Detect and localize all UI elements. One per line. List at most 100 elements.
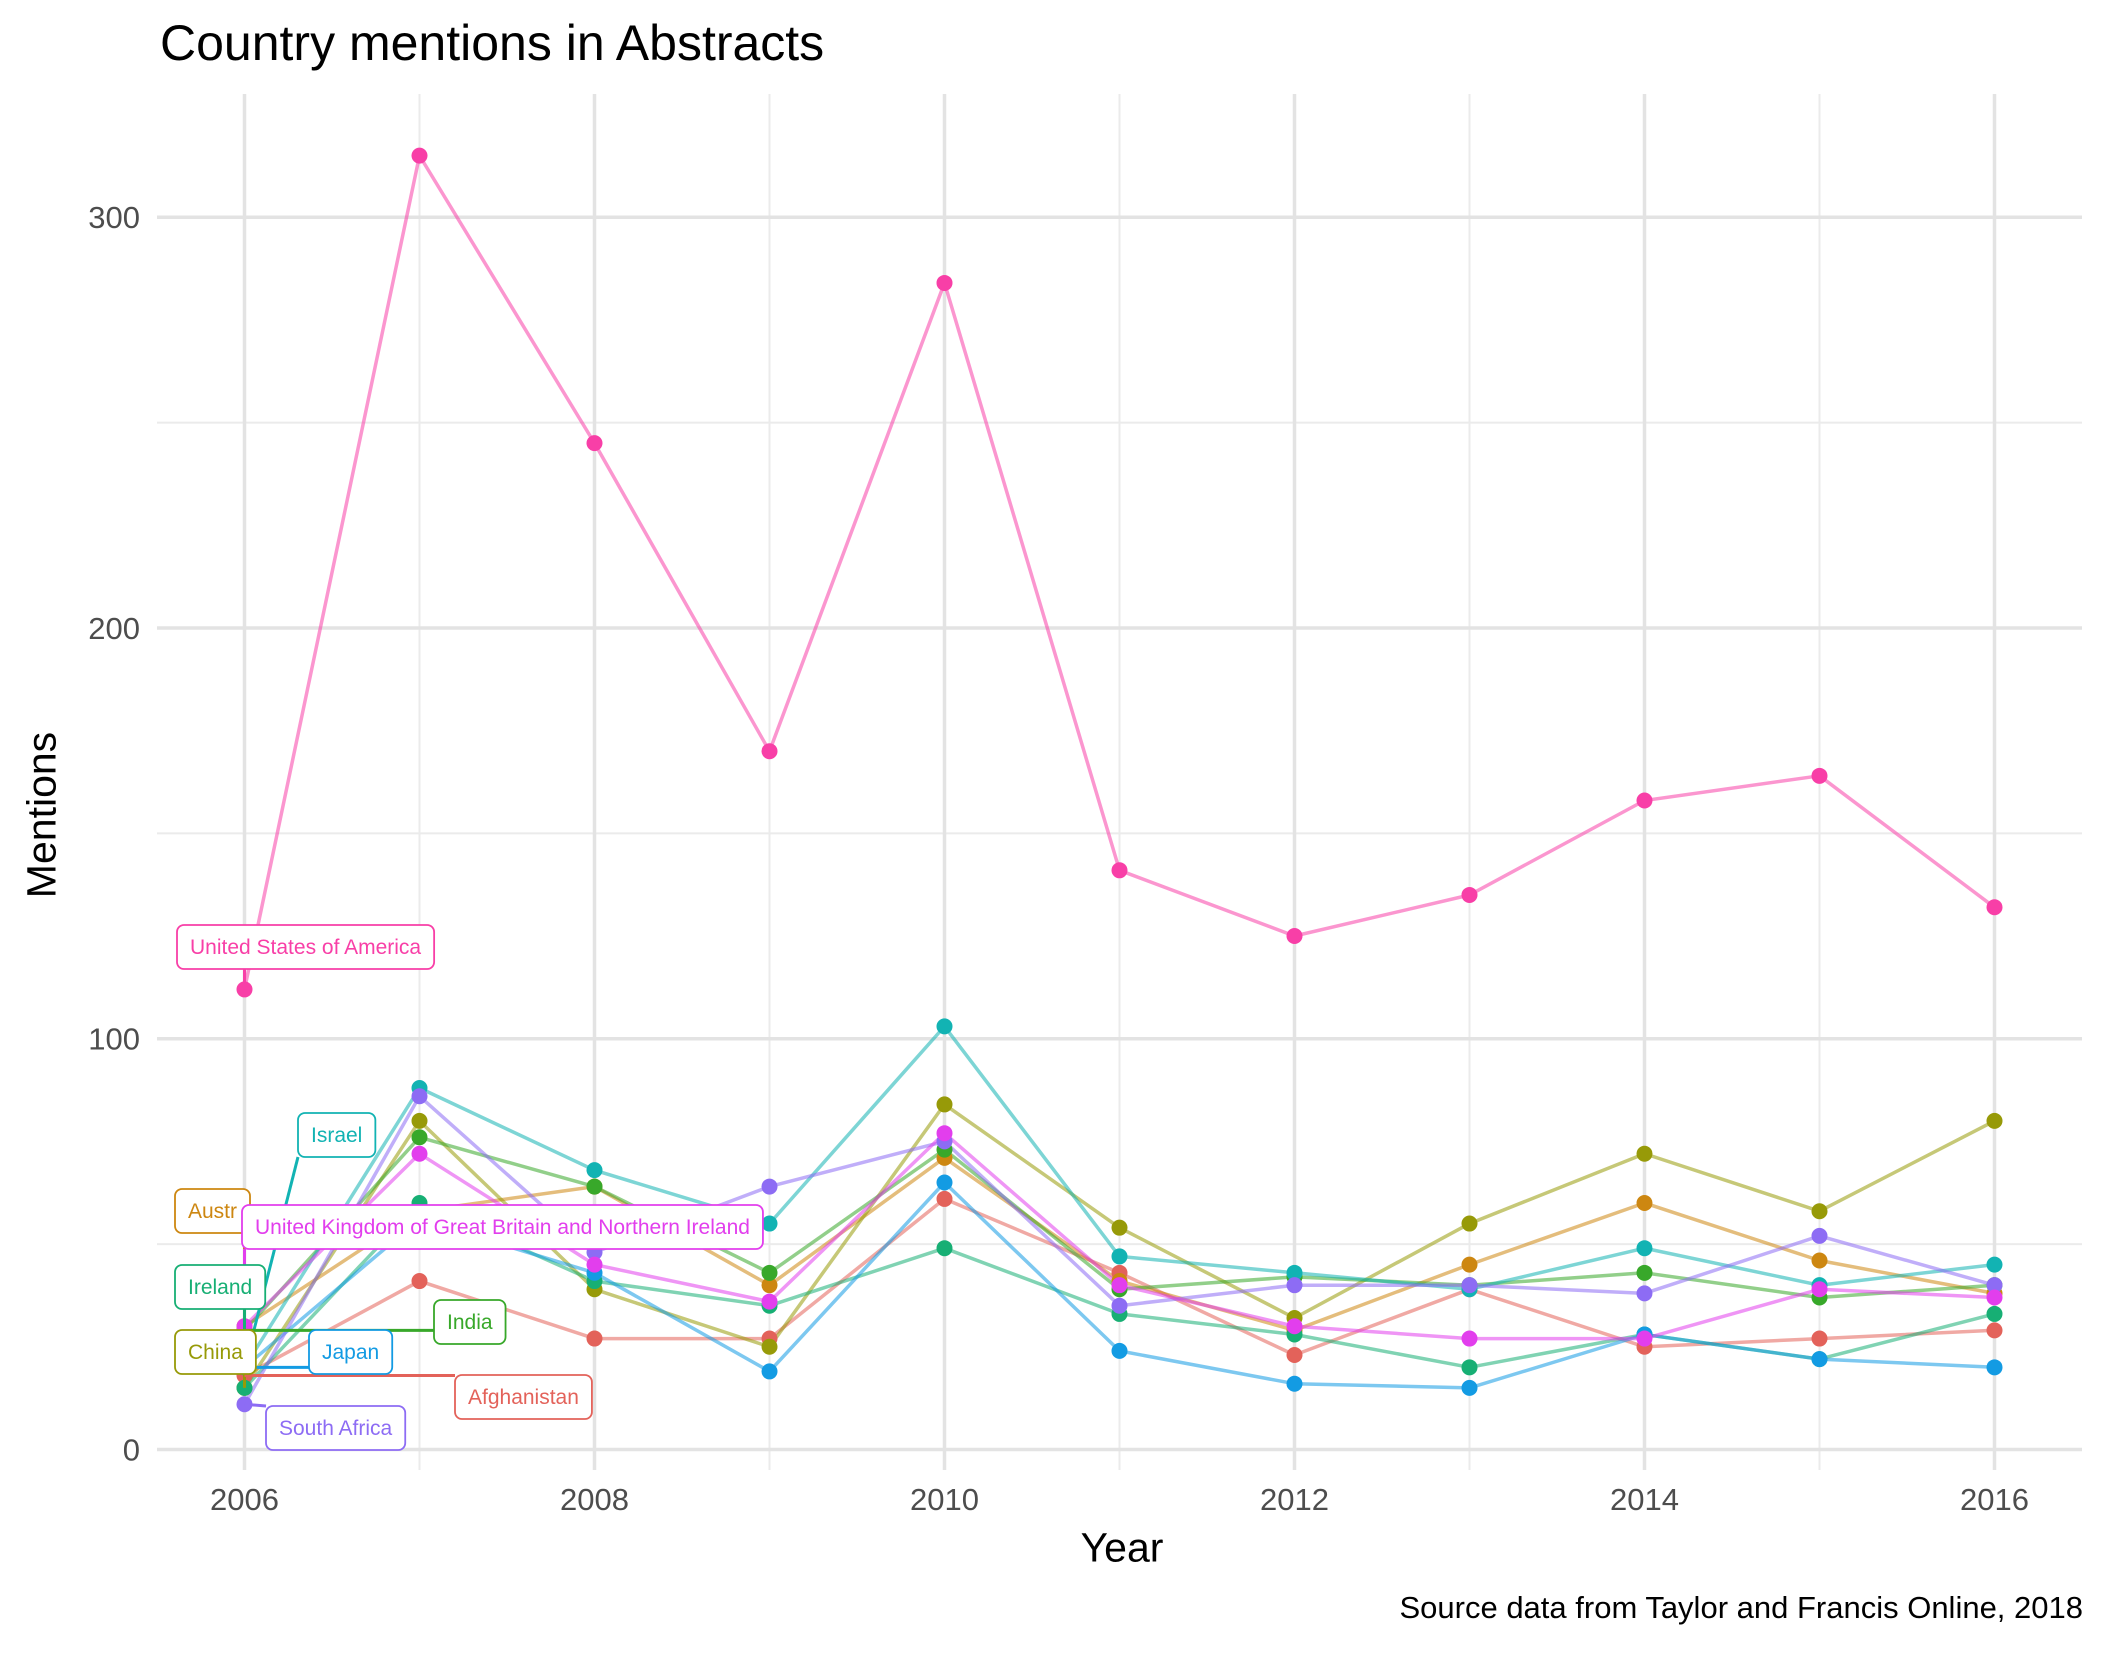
data-point [1286, 1277, 1303, 1294]
data-point [1811, 1227, 1828, 1244]
data-point [1461, 1379, 1478, 1396]
data-point [936, 1018, 953, 1035]
data-point [1636, 1285, 1653, 1302]
chart-title: Country mentions in Abstracts [160, 15, 825, 71]
data-point [761, 1363, 778, 1380]
x-tick-label: 2014 [1610, 1482, 1679, 1517]
series-label-text: United Kingdom of Great Britain and Nort… [255, 1216, 750, 1239]
data-point [1111, 1219, 1128, 1236]
series-label-box [297, 1112, 377, 1158]
series-label: United States of America [176, 924, 436, 970]
data-point [761, 1293, 778, 1310]
data-point [1111, 1248, 1128, 1265]
data-point [411, 1129, 428, 1146]
data-point [1636, 1240, 1653, 1257]
data-point [1636, 792, 1653, 809]
label-connector [244, 1402, 267, 1408]
data-point [1811, 1203, 1828, 1220]
data-point [761, 1215, 778, 1232]
series-label: China [174, 1329, 257, 1375]
series-label: South Africa [265, 1405, 407, 1451]
series-label-text: Japan [322, 1341, 379, 1364]
data-point [936, 1190, 953, 1207]
data-point [1461, 1215, 1478, 1232]
data-point [1461, 1359, 1478, 1376]
y-tick-label: 0 [123, 1432, 140, 1467]
data-point [1461, 1330, 1478, 1347]
series-label: Ireland [174, 1264, 267, 1310]
data-point [1286, 1375, 1303, 1392]
data-point [1986, 1256, 2003, 1273]
x-axis-label: Year [1080, 1524, 1164, 1571]
series-label-text: Austr [188, 1200, 237, 1223]
gridlines [157, 94, 2082, 1470]
data-point [761, 1264, 778, 1281]
x-tick-label: 2008 [560, 1482, 629, 1517]
data-point [1986, 1289, 2003, 1306]
data-point [411, 1112, 428, 1129]
series-label-text: Israel [311, 1124, 362, 1147]
data-point [411, 1145, 428, 1162]
series-label-text: South Africa [279, 1417, 393, 1440]
data-point [1986, 1112, 2003, 1129]
series-label: India [433, 1299, 507, 1345]
data-point [1986, 899, 2003, 916]
data-point [411, 1273, 428, 1290]
data-point [586, 435, 603, 452]
data-point [936, 1174, 953, 1191]
data-point [936, 1240, 953, 1257]
series-label: Israel [297, 1112, 377, 1158]
data-point [1461, 1256, 1478, 1273]
data-point [1811, 767, 1828, 784]
data-point [1986, 1359, 2003, 1376]
data-point [1811, 1351, 1828, 1368]
data-point [1286, 928, 1303, 945]
data-point [586, 1178, 603, 1195]
series-label-box [308, 1329, 394, 1375]
series-label-text: China [188, 1341, 243, 1364]
series-label-text: India [447, 1311, 493, 1334]
x-tick-label: 2012 [1260, 1482, 1329, 1517]
series-label-box [174, 1264, 267, 1310]
series-label-box [176, 924, 436, 970]
series-label: United Kingdom of Great Britain and Nort… [241, 1204, 764, 1250]
data-point [1636, 1330, 1653, 1347]
series-label-box [454, 1374, 593, 1420]
series-label-box [174, 1329, 257, 1375]
data-point [1286, 1318, 1303, 1335]
data-point [586, 1256, 603, 1273]
data-point [586, 1162, 603, 1179]
data-point [761, 1277, 778, 1294]
series-label-box [241, 1204, 764, 1250]
series-label-text: Ireland [188, 1276, 252, 1299]
y-axis-label: Mentions [18, 731, 65, 899]
x-tick-label: 2006 [210, 1482, 279, 1517]
data-point [1286, 1264, 1303, 1281]
data-point [936, 274, 953, 291]
data-point [936, 1125, 953, 1142]
x-tick-label: 2016 [1960, 1482, 2029, 1517]
series-label: Japan [308, 1329, 394, 1375]
data-point [1636, 1264, 1653, 1281]
data-point [1636, 1145, 1653, 1162]
data-point [1636, 1195, 1653, 1212]
y-tick-label: 100 [88, 1022, 140, 1057]
data-point [1111, 1277, 1128, 1294]
data-point [1811, 1252, 1828, 1269]
series-label: Austr [174, 1188, 251, 1234]
data-point [1111, 862, 1128, 879]
data-point [411, 1088, 428, 1105]
x-tick-label: 2010 [910, 1482, 979, 1517]
data-point [761, 1178, 778, 1195]
data-point [411, 147, 428, 164]
series-label-text: United States of America [190, 936, 421, 959]
data-point [761, 743, 778, 760]
data-point [1811, 1330, 1828, 1347]
data-point [1986, 1322, 2003, 1339]
data-point [1811, 1281, 1828, 1298]
data-point [1111, 1297, 1128, 1314]
annotations: United States of America Israel Austr Unite… [174, 924, 764, 1451]
data-point [1286, 1346, 1303, 1363]
series-label-box [265, 1405, 407, 1451]
